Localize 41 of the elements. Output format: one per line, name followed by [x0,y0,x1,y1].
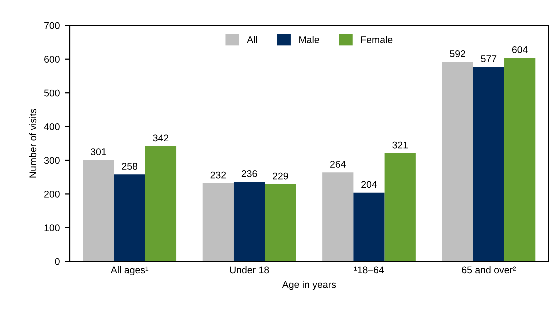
x-tick-label: Under 18 [230,266,270,274]
legend-label: All [247,36,258,44]
bar [265,184,296,262]
data-label: 577 [481,56,497,62]
data-label: 301 [90,148,106,156]
y-tick-label: 200 [44,190,60,198]
data-label: 342 [153,134,169,142]
legend-label: Female [361,36,393,44]
y-tick-label: 700 [44,22,60,30]
x-axis-title: Age in years [282,281,336,290]
y-tick-label: 400 [44,124,60,130]
y-tick-label: 600 [44,56,60,64]
y-tick-label: 500 [44,90,60,97]
bar [354,192,385,262]
x-tick-label: ¹18–64 [354,266,384,274]
bar [145,146,177,262]
y-tick-label: 300 [44,157,60,164]
data-label: 258 [122,163,138,170]
bar [322,172,354,262]
data-label: 229 [273,172,288,180]
data-label: 604 [512,46,528,54]
bar [473,67,505,262]
bar [504,58,536,262]
data-label: 232 [210,172,226,179]
data-label: 592 [450,50,466,58]
data-label: 236 [242,170,258,178]
y-tick-label: 0 [55,258,60,266]
bar [114,174,146,262]
x-tick-label: 65 and over² [462,266,516,274]
data-label: 321 [392,142,408,149]
bar [442,62,474,262]
y-axis-title: Number of visits [29,109,37,178]
y-tick-label: 100 [44,224,60,232]
x-tick-label: All ages¹ [110,266,149,276]
data-label: 204 [362,181,378,188]
bar [384,153,416,262]
bar [234,182,266,262]
bar [83,160,114,262]
data-label: 264 [330,161,346,168]
bar [202,183,234,262]
legend-label: Male [300,36,320,44]
